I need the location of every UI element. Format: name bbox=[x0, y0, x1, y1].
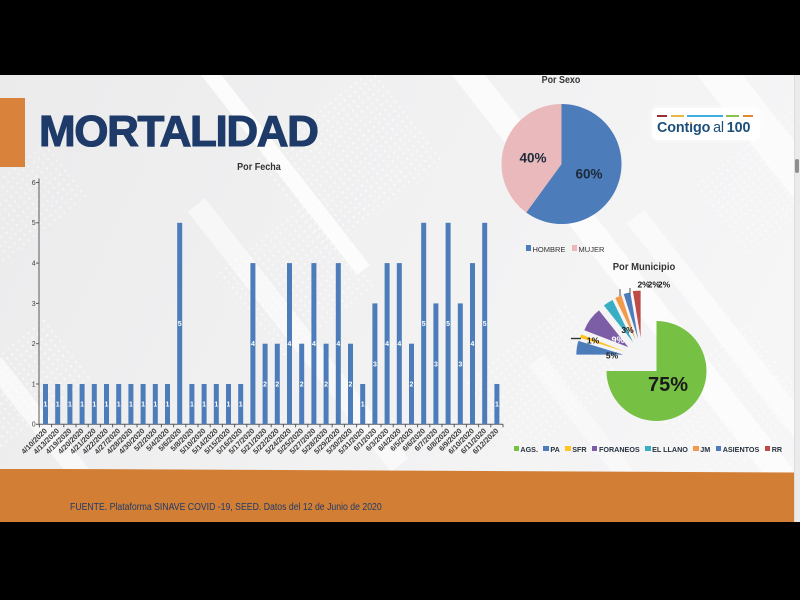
svg-text:4: 4 bbox=[397, 341, 401, 348]
svg-text:1: 1 bbox=[214, 402, 218, 409]
svg-text:1: 1 bbox=[105, 402, 109, 409]
svg-text:6: 6 bbox=[32, 180, 36, 187]
svg-text:4: 4 bbox=[471, 341, 475, 348]
svg-text:2: 2 bbox=[410, 381, 414, 388]
svg-text:5: 5 bbox=[178, 321, 182, 328]
svg-text:1: 1 bbox=[361, 402, 365, 409]
svg-text:5: 5 bbox=[483, 321, 487, 328]
svg-text:2: 2 bbox=[275, 381, 279, 388]
svg-text:1: 1 bbox=[190, 402, 194, 409]
svg-text:2%: 2% bbox=[658, 280, 671, 290]
svg-text:5: 5 bbox=[446, 321, 450, 328]
svg-text:40%: 40% bbox=[519, 150, 546, 165]
svg-text:4: 4 bbox=[288, 341, 292, 348]
svg-text:1: 1 bbox=[117, 402, 121, 409]
svg-text:3: 3 bbox=[373, 361, 377, 368]
svg-text:4: 4 bbox=[336, 341, 340, 348]
svg-text:1: 1 bbox=[129, 402, 133, 409]
svg-text:2: 2 bbox=[300, 381, 304, 388]
svg-text:4: 4 bbox=[385, 341, 389, 348]
svg-text:3: 3 bbox=[434, 361, 438, 368]
svg-text:2: 2 bbox=[32, 341, 36, 348]
svg-text:2: 2 bbox=[349, 381, 353, 388]
svg-text:3%: 3% bbox=[621, 325, 634, 335]
svg-text:1: 1 bbox=[153, 402, 157, 409]
svg-text:1: 1 bbox=[56, 402, 60, 409]
svg-text:1: 1 bbox=[202, 402, 206, 409]
svg-text:1: 1 bbox=[44, 402, 48, 409]
svg-text:1: 1 bbox=[227, 402, 231, 409]
svg-text:2: 2 bbox=[324, 381, 328, 388]
svg-text:2%: 2% bbox=[648, 280, 661, 290]
svg-text:1: 1 bbox=[92, 402, 96, 409]
svg-text:2: 2 bbox=[263, 381, 267, 388]
svg-text:60%: 60% bbox=[575, 167, 602, 182]
svg-text:75%: 75% bbox=[648, 374, 688, 396]
svg-text:5: 5 bbox=[32, 220, 36, 227]
svg-text:5: 5 bbox=[422, 321, 426, 328]
svg-text:1: 1 bbox=[166, 402, 170, 409]
svg-text:4: 4 bbox=[32, 261, 36, 268]
svg-text:2%: 2% bbox=[637, 280, 650, 290]
svg-text:3: 3 bbox=[32, 301, 36, 308]
svg-text:4: 4 bbox=[312, 341, 316, 348]
svg-text:9%: 9% bbox=[611, 335, 624, 345]
svg-text:1: 1 bbox=[495, 402, 499, 409]
svg-text:3: 3 bbox=[458, 361, 462, 368]
svg-text:4: 4 bbox=[251, 341, 255, 348]
svg-text:1: 1 bbox=[80, 402, 84, 409]
svg-text:0: 0 bbox=[32, 422, 36, 429]
svg-text:1: 1 bbox=[68, 402, 72, 409]
svg-text:1: 1 bbox=[32, 381, 36, 388]
svg-text:1: 1 bbox=[141, 402, 145, 409]
svg-text:5%: 5% bbox=[606, 351, 619, 361]
svg-text:1: 1 bbox=[239, 402, 243, 409]
svg-text:1%: 1% bbox=[587, 336, 600, 346]
